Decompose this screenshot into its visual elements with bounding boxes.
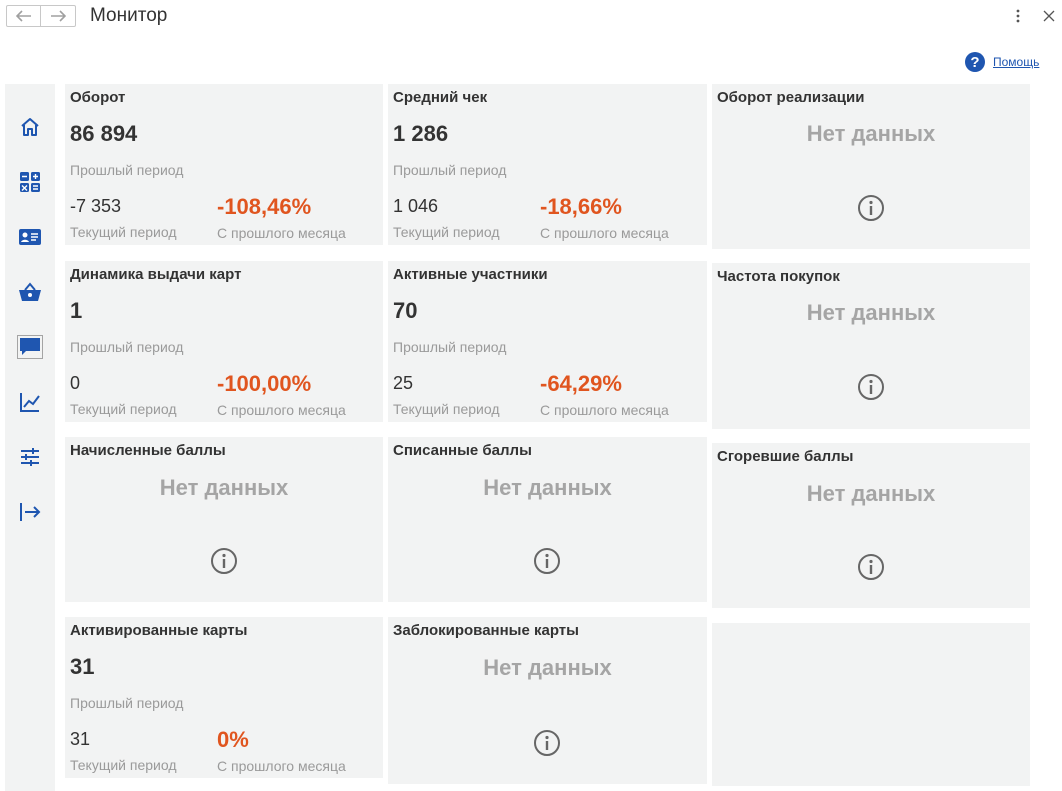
- title-bar: Монитор: [0, 0, 1062, 34]
- settings-icon: [21, 448, 39, 466]
- card-title: Частота покупок: [717, 268, 840, 285]
- card-title: Списанные баллы: [393, 442, 532, 459]
- current-period-value: 0: [70, 373, 81, 393]
- back-button[interactable]: [6, 5, 41, 27]
- no-data-label: Нет данных: [483, 655, 612, 680]
- no-data-label: Нет данных: [806, 300, 936, 325]
- help-label: Помощь: [993, 55, 1040, 69]
- card-value: 31: [70, 654, 95, 679]
- info-icon[interactable]: [857, 194, 885, 222]
- sidebar-item-cards[interactable]: [5, 222, 55, 252]
- home-icon: [21, 118, 39, 136]
- card-title: Средний чек: [393, 89, 488, 106]
- change-label: С прошлого месяца: [540, 225, 669, 241]
- card-written-off-points: Списанные баллы Нет данных: [388, 437, 707, 602]
- close-icon: [1043, 10, 1055, 22]
- current-period-label: Текущий период: [70, 757, 177, 773]
- previous-period-label: Прошлый период: [70, 695, 184, 711]
- sidebar-item-dashboard[interactable]: [5, 167, 55, 197]
- change-label: С прошлого месяца: [217, 225, 346, 241]
- card-value: 1 286: [393, 121, 449, 146]
- exit-icon: [20, 503, 41, 521]
- current-period-value: -7 353: [70, 196, 122, 216]
- more-vertical-icon: [1016, 9, 1020, 23]
- arrow-right-icon: [51, 10, 66, 22]
- close-button[interactable]: [1041, 8, 1057, 24]
- current-period-value: 31: [70, 729, 91, 749]
- card-title: Активированные карты: [70, 622, 248, 639]
- change-percent: -64,29%: [540, 371, 622, 396]
- current-period-value: 25: [393, 373, 414, 393]
- card-value: 1: [70, 298, 83, 323]
- card-sales-turnover: Оборот реализации Нет данных: [712, 84, 1030, 249]
- card-title: Начисленные баллы: [70, 442, 226, 459]
- current-period-label: Текущий период: [393, 401, 500, 417]
- card-blocked-cards: Заблокированные карты Нет данных: [388, 617, 707, 784]
- previous-period-label: Прошлый период: [393, 162, 507, 178]
- sidebar-item-home[interactable]: [5, 112, 55, 142]
- no-data-label: Нет данных: [483, 475, 612, 500]
- more-menu-button[interactable]: [1013, 7, 1023, 25]
- sidebar-item-exit[interactable]: [5, 497, 55, 527]
- card-accrued-points: Начисленные баллы Нет данных: [65, 437, 383, 602]
- card-title: Сгоревшие баллы: [717, 448, 854, 465]
- info-icon[interactable]: [857, 373, 885, 401]
- info-icon[interactable]: [210, 547, 238, 575]
- sidebar: [5, 84, 55, 791]
- sidebar-item-purchases[interactable]: [5, 277, 55, 307]
- chart-icon: [20, 393, 40, 412]
- change-percent: -18,66%: [540, 194, 622, 219]
- card-title: Заблокированные карты: [393, 622, 579, 639]
- previous-period-label: Прошлый период: [70, 339, 184, 355]
- current-period-label: Текущий период: [70, 401, 177, 417]
- card-turnover: Оборот 86 894 Прошлый период -7 353 Теку…: [65, 84, 383, 245]
- info-icon[interactable]: [857, 553, 885, 581]
- card-value: 70: [393, 298, 418, 323]
- card-average-check: Средний чек 1 286 Прошлый период 1 046 Т…: [388, 84, 707, 245]
- current-period-label: Текущий период: [393, 224, 500, 240]
- sidebar-item-settings[interactable]: [5, 442, 55, 472]
- change-percent: -108,46%: [217, 194, 312, 219]
- change-label: С прошлого месяца: [217, 758, 346, 774]
- previous-period-label: Прошлый период: [70, 162, 184, 178]
- card-card-issue-dynamics: Динамика выдачи карт 1 Прошлый период 0 …: [65, 261, 383, 422]
- no-data-label: Нет данных: [806, 481, 936, 506]
- no-data-label: Нет данных: [159, 475, 289, 500]
- change-percent: -100,00%: [217, 371, 312, 396]
- chat-icon: [17, 335, 43, 359]
- card-title: Оборот: [70, 89, 126, 106]
- card-icon: [19, 229, 41, 245]
- change-label: С прошлого месяца: [540, 402, 669, 418]
- forward-button[interactable]: [41, 5, 76, 27]
- card-empty: [712, 623, 1030, 786]
- current-period-value: 1 046: [393, 196, 439, 216]
- previous-period-label: Прошлый период: [393, 339, 507, 355]
- info-icon[interactable]: [533, 547, 561, 575]
- window-title: Монитор: [90, 5, 168, 26]
- basket-icon: [19, 282, 41, 301]
- sidebar-item-messages[interactable]: [5, 332, 55, 362]
- card-title: Активные участники: [393, 266, 548, 283]
- card-title: Динамика выдачи карт: [70, 266, 242, 283]
- card-activated-cards: Активированные карты 31 Прошлый период 3…: [65, 617, 383, 778]
- card-active-participants: Активные участники 70 Прошлый период 25 …: [388, 261, 707, 422]
- dashboard-icon: [20, 172, 40, 192]
- sidebar-item-analytics[interactable]: [5, 387, 55, 417]
- info-icon[interactable]: [533, 729, 561, 757]
- arrow-left-icon: [15, 10, 31, 22]
- help-icon: ?: [965, 52, 985, 72]
- help-link[interactable]: ? Помощь: [965, 52, 1039, 72]
- change-label: С прошлого месяца: [217, 402, 346, 418]
- card-purchase-frequency: Частота покупок Нет данных: [712, 263, 1030, 429]
- current-period-label: Текущий период: [70, 224, 177, 240]
- card-title: Оборот реализации: [717, 89, 865, 106]
- change-percent: 0%: [217, 727, 249, 752]
- card-value: 86 894: [70, 121, 138, 146]
- no-data-label: Нет данных: [806, 121, 936, 146]
- card-expired-points: Сгоревшие баллы Нет данных: [712, 443, 1030, 608]
